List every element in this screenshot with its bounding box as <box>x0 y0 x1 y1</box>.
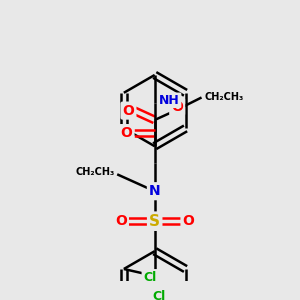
Text: O: O <box>121 126 133 140</box>
Text: O: O <box>115 214 127 228</box>
Text: O: O <box>182 214 194 228</box>
Text: CH₂CH₃: CH₂CH₃ <box>75 167 114 178</box>
Text: O: O <box>171 100 183 114</box>
Text: CH₂CH₃: CH₂CH₃ <box>204 92 244 103</box>
Text: Cl: Cl <box>153 290 166 300</box>
Text: Cl: Cl <box>143 271 157 284</box>
Text: S: S <box>149 214 160 229</box>
Text: N: N <box>149 184 161 198</box>
Text: NH: NH <box>159 94 180 107</box>
Text: O: O <box>122 103 134 118</box>
